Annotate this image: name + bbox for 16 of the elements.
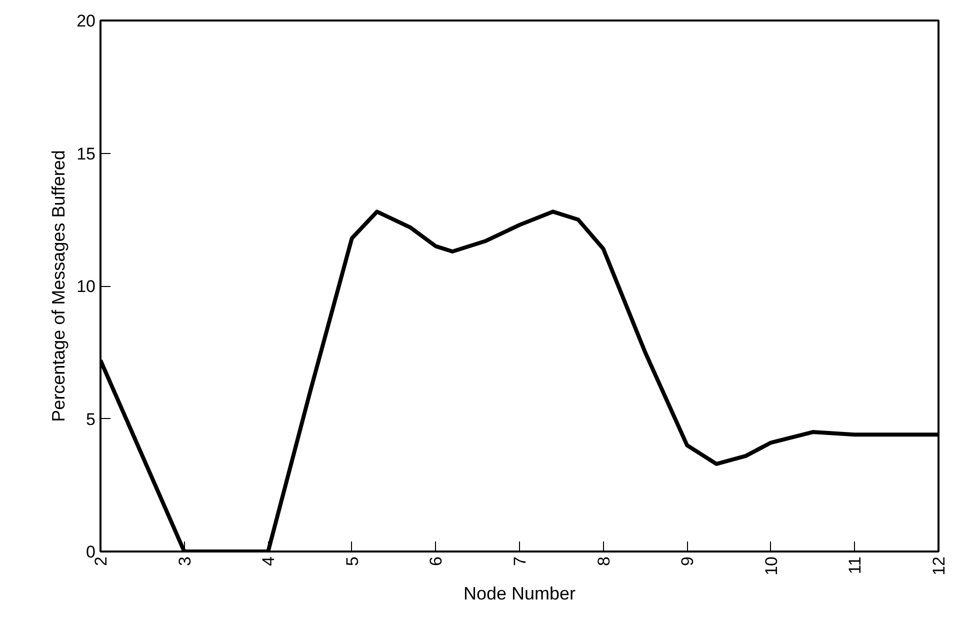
x-tick-label: 12 [930, 556, 948, 576]
y-tick-label: 5 [86, 410, 96, 429]
y-tick-label: 10 [76, 277, 96, 296]
x-tick-label: 9 [678, 556, 698, 566]
x-tick-label: 10 [762, 556, 781, 576]
x-tick-label: 7 [510, 556, 530, 566]
y-tick-label: 20 [76, 12, 96, 30]
x-tick-label: 3 [175, 556, 194, 566]
y-tick-label: 15 [76, 144, 96, 164]
x-tick-label: 6 [426, 556, 446, 566]
y-axis-title: Percentage of Messages Buffered [48, 150, 69, 422]
x-tick-label: 4 [259, 556, 278, 566]
x-axis-title: Node Number [463, 583, 576, 604]
x-tick-label: 8 [594, 556, 614, 566]
x-tick-label: 11 [846, 556, 865, 574]
x-tick-label: 5 [342, 556, 362, 566]
